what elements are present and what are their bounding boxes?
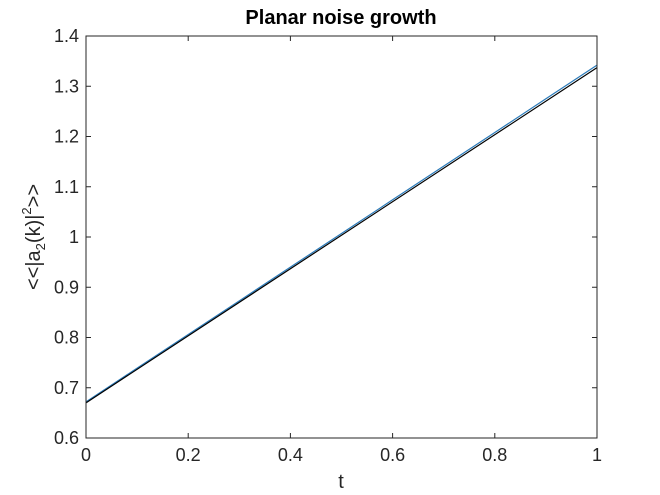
y-tick-label: 1.2: [54, 127, 79, 147]
x-tick-label: 1: [592, 445, 602, 465]
y-tick-label: 0.9: [54, 277, 79, 297]
x-axis-label: t: [338, 471, 344, 493]
y-axis-label: <<|a2(k)|2>>: [19, 184, 48, 290]
x-tick-label: 0.8: [482, 445, 507, 465]
y-tick-label: 0.8: [54, 328, 79, 348]
y-axis-label-subscript: 2: [33, 243, 48, 250]
y-tick-label: 1.4: [54, 26, 79, 46]
y-tick-label: 1.1: [54, 177, 79, 197]
axes: 0 0.2 0.4 0.6 0.8 1 0.6 0.7 0.8 0.9 1 1.1 1.2 1.3 1.4: [54, 26, 602, 465]
series-layer: [85, 64, 598, 404]
plot-area: [86, 36, 597, 438]
y-tick-label: 0.6: [54, 428, 79, 448]
y-axis-label-suffix: >>: [23, 184, 45, 207]
y-axis-label-middle: (k)|: [23, 215, 45, 244]
chart-title: Planar noise growth: [245, 7, 436, 29]
y-tick-label: 0.7: [54, 378, 79, 398]
series-line-1: [85, 64, 598, 403]
y-axis-label-superscript: 2: [19, 207, 34, 214]
x-tick-label: 0.4: [278, 445, 303, 465]
x-tick-label: 0: [81, 445, 91, 465]
y-axis-label-prefix: <<|a: [23, 249, 45, 290]
y-tick-label: 1.3: [54, 76, 79, 96]
y-tick-label: 1: [69, 227, 79, 247]
series-line-2: [85, 67, 598, 404]
x-tick-label: 0.6: [380, 445, 405, 465]
x-tick-label: 0.2: [176, 445, 201, 465]
